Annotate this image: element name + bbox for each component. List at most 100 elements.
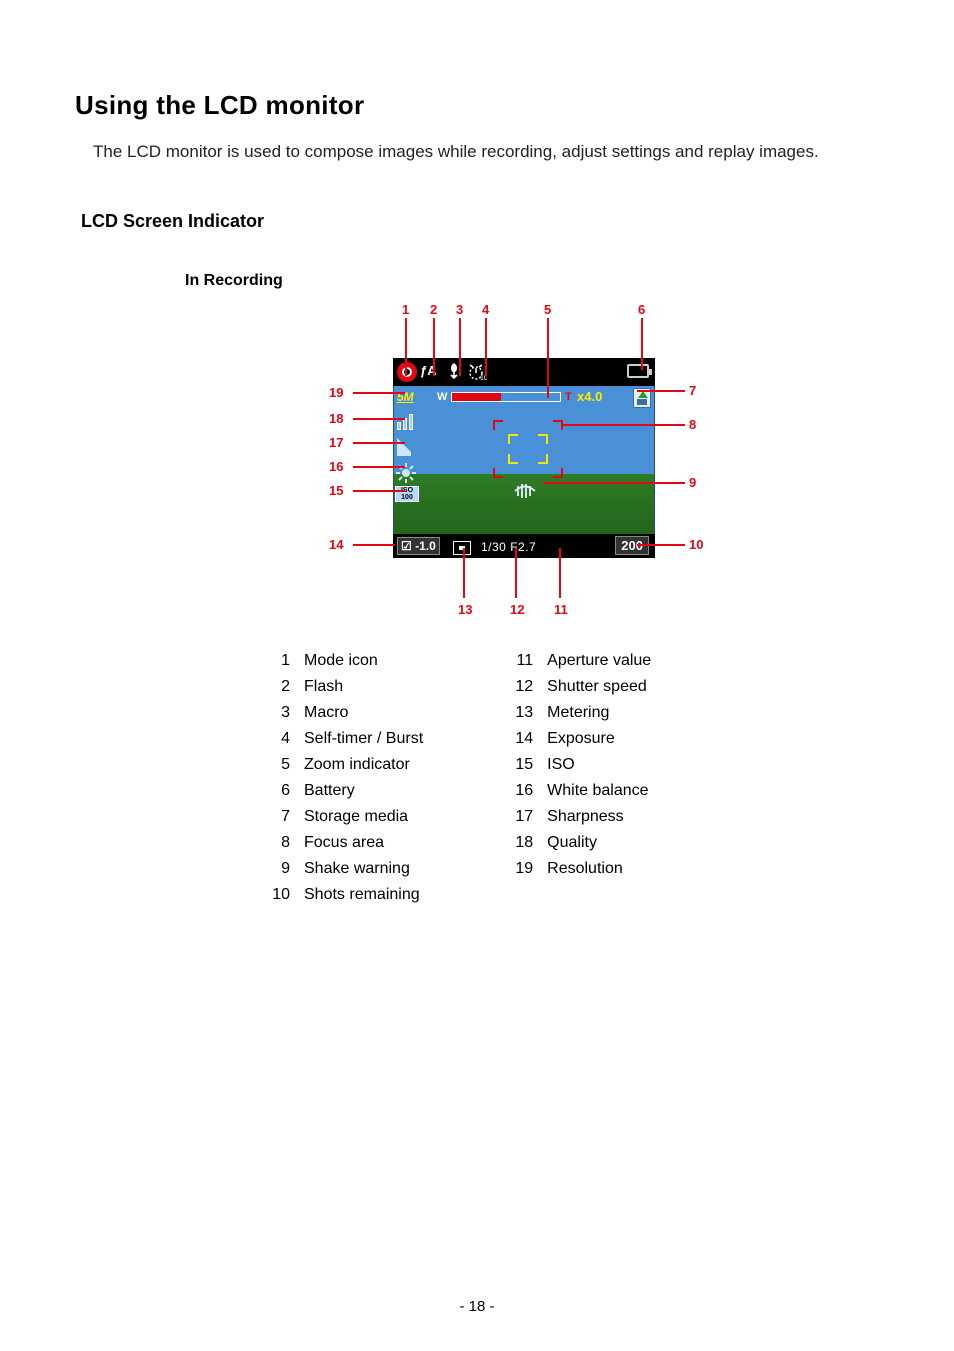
- callout-number: 19: [329, 385, 343, 400]
- callout-number: 8: [689, 417, 696, 432]
- exposure-value: ☑ -1.0: [397, 537, 440, 555]
- callout-number: 14: [329, 537, 343, 552]
- focus-bracket: [493, 420, 503, 430]
- callout-line: [515, 548, 517, 598]
- callout-line: [485, 318, 487, 376]
- legend-label: Exposure: [547, 730, 615, 748]
- focus-bracket: [553, 420, 563, 430]
- callout-number: 3: [456, 302, 463, 317]
- legend-row: 10Shots remaining: [270, 886, 423, 904]
- callout-line: [353, 466, 405, 468]
- svg-text:10: 10: [480, 375, 487, 382]
- callout-line: [353, 392, 405, 394]
- legend-num: 5: [270, 756, 304, 774]
- zoom-w-label: W: [437, 391, 447, 403]
- callout-line: [637, 390, 685, 392]
- callout-line: [353, 490, 405, 492]
- legend-num: 11: [513, 652, 547, 670]
- legend-num: 14: [513, 730, 547, 748]
- callout-number: 6: [638, 302, 645, 317]
- self-timer-icon: 10: [467, 362, 487, 387]
- legend-row: 16White balance: [513, 782, 651, 800]
- legend-label: White balance: [547, 782, 648, 800]
- quality-icon: [397, 414, 417, 430]
- legend-num: 19: [513, 860, 547, 878]
- legend-row: 15ISO: [513, 756, 651, 774]
- zoom-value: x4.0: [577, 389, 602, 404]
- legend-row: 8Focus area: [270, 834, 423, 852]
- legend-row: 4Self-timer / Burst: [270, 730, 423, 748]
- callout-line: [637, 544, 685, 546]
- callout-line: [547, 318, 549, 398]
- legend-label: Resolution: [547, 860, 623, 878]
- callout-line: [353, 418, 405, 420]
- legend-num: 6: [270, 782, 304, 800]
- legend-label: Macro: [304, 704, 348, 722]
- legend-num: 10: [270, 886, 304, 904]
- legend-col-right: 11Aperture value12Shutter speed13Meterin…: [513, 652, 651, 912]
- legend-row: 2Flash: [270, 678, 423, 696]
- callout-number: 2: [430, 302, 437, 317]
- callout-number: 7: [689, 383, 696, 398]
- callout-number: 12: [510, 602, 524, 617]
- legend-num: 9: [270, 860, 304, 878]
- lcd-diagram: ƒA 10 5M W T x4.0: [325, 302, 879, 622]
- callout-line: [353, 544, 395, 546]
- legend-label: Flash: [304, 678, 343, 696]
- legend-row: 3Macro: [270, 704, 423, 722]
- legend-row: 13Metering: [513, 704, 651, 722]
- focus-bracket-inner: [538, 434, 548, 444]
- legend-row: 5Zoom indicator: [270, 756, 423, 774]
- focus-bracket: [493, 468, 503, 478]
- section-title: Using the LCD monitor: [75, 90, 879, 121]
- legend-num: 18: [513, 834, 547, 852]
- legend-label: Shutter speed: [547, 678, 647, 696]
- mode-label: In Recording: [185, 272, 879, 290]
- shutter-aperture-value: 1/30 F2.7: [481, 540, 536, 554]
- legend-num: 3: [270, 704, 304, 722]
- legend-label: ISO: [547, 756, 575, 774]
- legend-num: 1: [270, 652, 304, 670]
- lcd-screen: ƒA 10 5M W T x4.0: [393, 358, 655, 558]
- callout-number: 1: [402, 302, 409, 317]
- legend-row: 14Exposure: [513, 730, 651, 748]
- subsection-title: LCD Screen Indicator: [81, 211, 879, 232]
- legend-label: Self-timer / Burst: [304, 730, 423, 748]
- callout-number: 9: [689, 475, 696, 490]
- legend-row: 19Resolution: [513, 860, 651, 878]
- focus-bracket-inner: [508, 454, 518, 464]
- legend-label: Sharpness: [547, 808, 624, 826]
- callout-line: [559, 548, 561, 598]
- legend-row: 9Shake warning: [270, 860, 423, 878]
- callout-line: [433, 318, 435, 376]
- legend-num: 4: [270, 730, 304, 748]
- callout-number: 16: [329, 459, 343, 474]
- callout-line: [405, 318, 407, 376]
- legend-row: 7Storage media: [270, 808, 423, 826]
- callout-number: 5: [544, 302, 551, 317]
- legend-label: Metering: [547, 704, 609, 722]
- legend-num: 15: [513, 756, 547, 774]
- legend-label: Aperture value: [547, 652, 651, 670]
- callout-line: [563, 424, 685, 426]
- legend-label: Focus area: [304, 834, 384, 852]
- callout-number: 11: [554, 602, 568, 617]
- legend-label: Zoom indicator: [304, 756, 410, 774]
- legend-num: 8: [270, 834, 304, 852]
- callout-number: 4: [482, 302, 489, 317]
- focus-bracket-inner: [508, 434, 518, 444]
- legend-label: Storage media: [304, 808, 408, 826]
- focus-bracket-inner: [538, 454, 548, 464]
- zoom-t-label: T: [565, 391, 572, 403]
- callout-line: [353, 442, 405, 444]
- legend-label: Battery: [304, 782, 355, 800]
- callout-number: 15: [329, 483, 343, 498]
- callout-number: 18: [329, 411, 343, 426]
- legend-row: 6Battery: [270, 782, 423, 800]
- legend-table: 1Mode icon2Flash3Macro4Self-timer / Burs…: [270, 652, 879, 912]
- callout-number: 10: [689, 537, 703, 552]
- page-number: - 18 -: [0, 1298, 954, 1315]
- callout-line: [463, 548, 465, 598]
- legend-col-left: 1Mode icon2Flash3Macro4Self-timer / Burs…: [270, 652, 423, 912]
- page: Using the LCD monitor The LCD monitor is…: [0, 0, 954, 1351]
